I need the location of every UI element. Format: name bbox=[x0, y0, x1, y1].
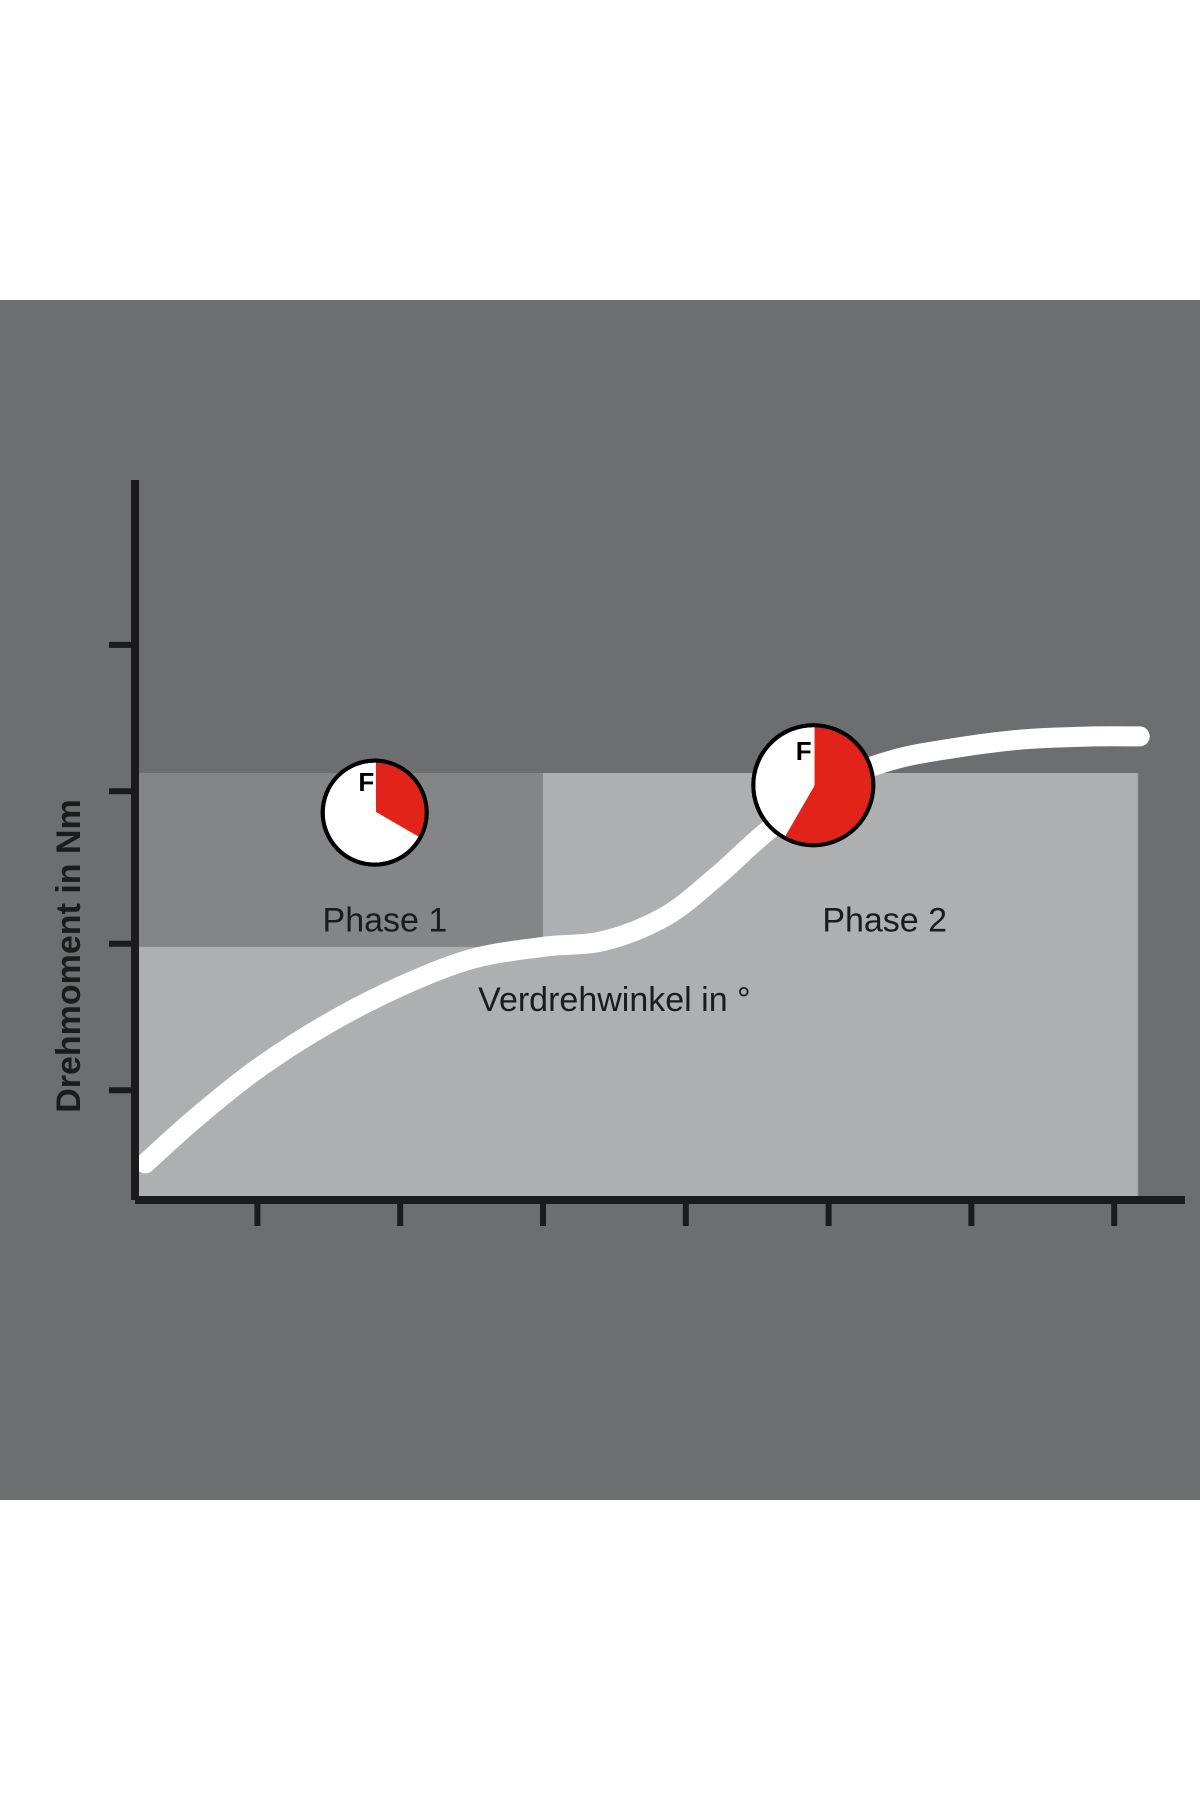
x-axis-label: Verdrehwinkel in ° bbox=[478, 981, 751, 1019]
phase2-label: Phase 2 bbox=[822, 902, 947, 940]
torque-angle-chart: Drehmoment in Nm Verdrehwinkel in ° Phase … bbox=[0, 0, 1200, 1800]
force-label: F bbox=[796, 736, 812, 766]
phase1-pie-icon: F bbox=[323, 761, 427, 865]
phase1-label: Phase 1 bbox=[323, 902, 448, 940]
force-label: F bbox=[358, 767, 374, 797]
phase2-pie-icon: F bbox=[753, 725, 873, 845]
y-axis-label: Drehmoment in Nm bbox=[50, 799, 88, 1113]
